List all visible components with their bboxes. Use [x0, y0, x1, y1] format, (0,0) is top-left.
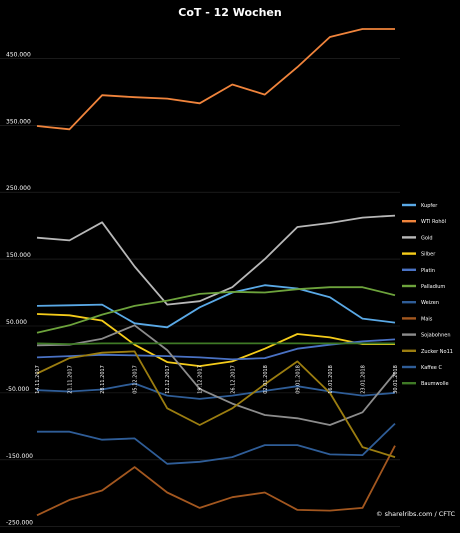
legend-label: Kupfer: [421, 203, 438, 209]
series-line-11: [36, 342, 395, 346]
y-tick-label: 350.000: [6, 118, 31, 125]
x-axis: 14.11.2017 21.11.2017 28.11.2017 05.12.2017…: [35, 365, 399, 394]
y-tick-label: 250.000: [6, 185, 31, 192]
series-lines: [36, 28, 396, 517]
series-line-9: [36, 350, 396, 458]
x-tick-label: 28.11.2017: [100, 365, 106, 394]
legend-label: Silber: [421, 252, 436, 258]
legend-label: Sojabohnen: [421, 333, 451, 339]
y-axis: -250.000 -150.000 -50.000 50.000 150.000 250.…: [6, 51, 33, 526]
x-tick-label: 23.01.2018: [360, 365, 366, 394]
series-line-0: [36, 284, 396, 329]
legend-label: Kaffee C: [421, 365, 442, 371]
x-tick-label: 30.01.2018: [393, 365, 399, 394]
series-line-10: [37, 422, 396, 465]
x-tick-label: 19.12.2017: [198, 365, 204, 394]
y-tick-label: 450.000: [6, 51, 31, 58]
x-tick-label: 14.11.2017: [35, 365, 41, 394]
y-tick-label: 150.000: [6, 252, 31, 259]
y-tick-label: -150.000: [6, 453, 33, 460]
x-tick-label: 26.12.2017: [230, 365, 236, 394]
x-tick-label: 21.11.2017: [68, 365, 74, 394]
legend-label: Mais: [421, 316, 433, 322]
series-line-2: [36, 214, 396, 306]
x-tick-label: 09.01.2018: [295, 365, 301, 394]
legend: Kupfer WTI Rohöl Gold Silber Platin Palladium…: [402, 203, 453, 387]
series-line-8: [36, 324, 396, 426]
series-line-3: [36, 313, 395, 368]
x-tick-label: 02.01.2018: [263, 365, 269, 394]
series-line-1: [36, 28, 395, 131]
x-tick-label: 05.12.2017: [133, 365, 139, 394]
legend-label: Gold: [421, 235, 433, 241]
legend-label: WTI Rohöl: [421, 219, 446, 225]
x-tick-label: 12.12.2017: [165, 365, 171, 394]
series-line-7: [36, 445, 396, 517]
legend-label: Palladium: [421, 284, 445, 290]
legend-label: Baumwolle: [421, 381, 449, 387]
series-line-5: [36, 286, 396, 334]
legend-label: Weizen: [421, 300, 439, 306]
y-tick-label: 50.000: [6, 319, 27, 326]
x-tick-label: 16.01.2018: [328, 365, 334, 394]
legend-label: Platin: [421, 268, 435, 274]
y-tick-label: -250.000: [6, 520, 33, 527]
series-line-6: [36, 382, 396, 400]
legend-label: Zucker No11: [421, 349, 453, 355]
chart-title: CoT - 12 Wochen: [178, 6, 281, 19]
y-tick-label: -50.000: [6, 386, 29, 393]
source-credit: © sharelribs.com / CFTC: [376, 510, 455, 518]
